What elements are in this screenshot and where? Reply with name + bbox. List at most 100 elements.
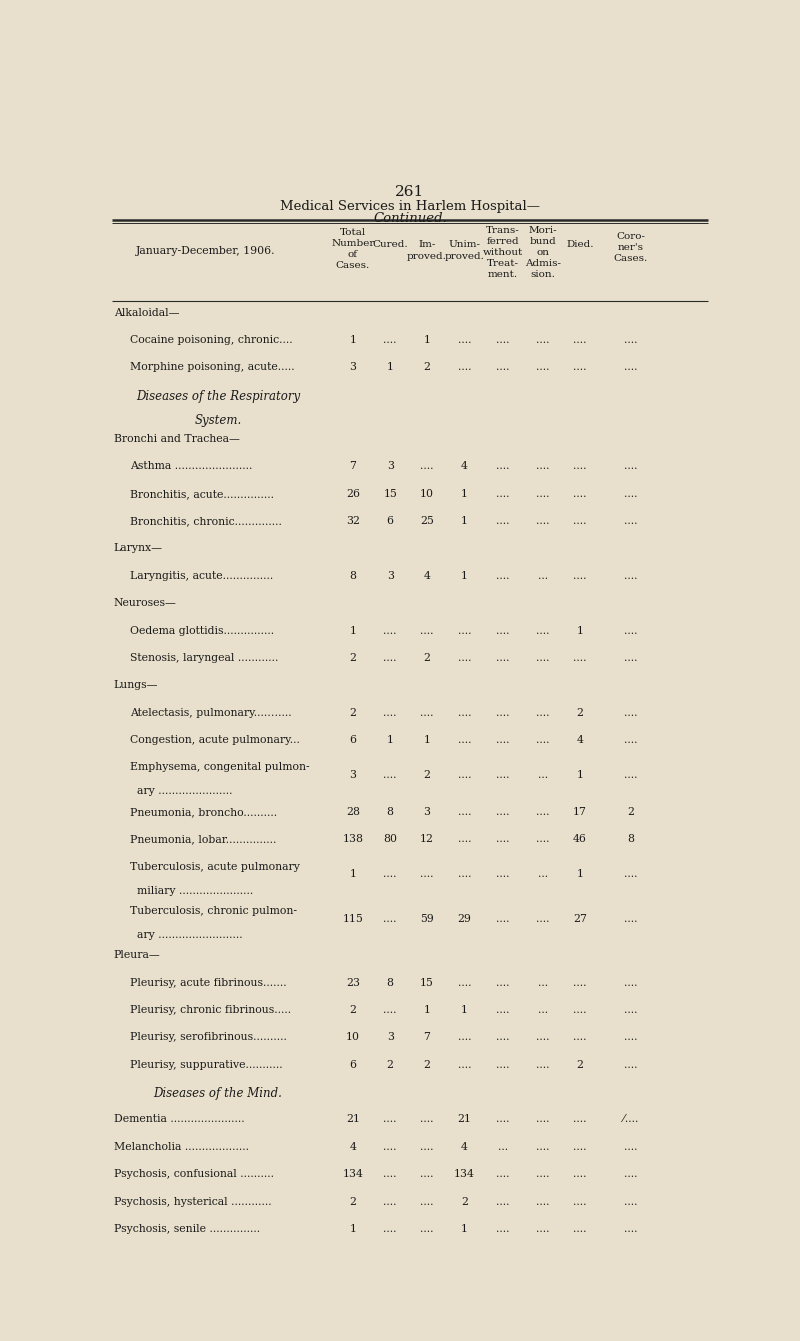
Text: ....: ....: [383, 1004, 397, 1015]
Text: ....: ....: [573, 362, 586, 373]
Text: ....: ....: [624, 1196, 638, 1207]
Text: ....: ....: [496, 1114, 510, 1125]
Text: ....: ....: [624, 1141, 638, 1152]
Text: Melancholia ...................: Melancholia ...................: [114, 1141, 249, 1152]
Text: ....: ....: [536, 1114, 550, 1125]
Text: ....: ....: [536, 516, 550, 526]
Text: ....: ....: [536, 625, 550, 636]
Text: 134: 134: [342, 1169, 363, 1179]
Text: ....: ....: [383, 1224, 397, 1234]
Text: miliary ......................: miliary ......................: [138, 885, 254, 896]
Text: Laryngitis, acute...............: Laryngitis, acute...............: [130, 571, 273, 581]
Text: 2: 2: [576, 1059, 583, 1070]
Text: 3: 3: [386, 571, 394, 581]
Text: 1: 1: [386, 362, 394, 373]
Text: ....: ....: [458, 335, 471, 345]
Text: ....: ....: [573, 1196, 586, 1207]
Text: 32: 32: [346, 516, 360, 526]
Text: ....: ....: [573, 1224, 586, 1234]
Text: Larynx—: Larynx—: [114, 543, 162, 554]
Text: ....: ....: [536, 1196, 550, 1207]
Text: Pleurisy, acute fibrinous.......: Pleurisy, acute fibrinous.......: [130, 978, 286, 988]
Text: Died.: Died.: [566, 240, 594, 249]
Text: ...: ...: [538, 1004, 548, 1015]
Text: ....: ....: [573, 335, 586, 345]
Text: Pneumonia, broncho..........: Pneumonia, broncho..........: [130, 807, 277, 817]
Text: ....: ....: [496, 1059, 510, 1070]
Text: 1: 1: [350, 869, 357, 880]
Text: 2: 2: [423, 1059, 430, 1070]
Text: Cured.: Cured.: [372, 240, 408, 249]
Text: Bronchitis, chronic..............: Bronchitis, chronic..............: [130, 516, 282, 526]
Text: ....: ....: [458, 362, 471, 373]
Text: ...: ...: [538, 571, 548, 581]
Text: ....: ....: [624, 708, 638, 717]
Text: ....: ....: [536, 1141, 550, 1152]
Text: Diseases of the Mind.: Diseases of the Mind.: [154, 1088, 282, 1100]
Text: ...: ...: [538, 770, 548, 780]
Text: 1: 1: [461, 1004, 468, 1015]
Text: 1: 1: [461, 1224, 468, 1234]
Text: ....: ....: [458, 834, 471, 843]
Text: ....: ....: [573, 461, 586, 472]
Text: ....: ....: [496, 1196, 510, 1207]
Text: ....: ....: [573, 1114, 586, 1125]
Text: ary ......................: ary ......................: [138, 786, 233, 797]
Text: ....: ....: [536, 461, 550, 472]
Text: Unim-
proved.: Unim- proved.: [445, 240, 485, 260]
Text: 3: 3: [386, 461, 394, 472]
Text: Neuroses—: Neuroses—: [114, 598, 177, 609]
Text: ....: ....: [624, 770, 638, 780]
Text: 10: 10: [420, 488, 434, 499]
Text: ....: ....: [496, 362, 510, 373]
Text: Stenosis, laryngeal ............: Stenosis, laryngeal ............: [130, 653, 278, 662]
Text: ....: ....: [496, 653, 510, 662]
Text: ....: ....: [536, 488, 550, 499]
Text: Mori-
bund
on
Admis-
sion.: Mori- bund on Admis- sion.: [525, 227, 561, 279]
Text: 21: 21: [458, 1114, 471, 1125]
Text: ....: ....: [624, 461, 638, 472]
Text: 138: 138: [342, 834, 363, 843]
Text: 3: 3: [350, 770, 357, 780]
Text: Psychosis, senile ...............: Psychosis, senile ...............: [114, 1224, 260, 1234]
Text: ....: ....: [624, 335, 638, 345]
Text: January-December, 1906.: January-December, 1906.: [136, 247, 275, 256]
Text: ....: ....: [496, 461, 510, 472]
Text: Psychosis, confusional ..........: Psychosis, confusional ..........: [114, 1169, 274, 1179]
Text: ....: ....: [536, 1059, 550, 1070]
Text: 1: 1: [461, 516, 468, 526]
Text: ...: ...: [538, 869, 548, 880]
Text: ....: ....: [496, 913, 510, 924]
Text: Morphine poisoning, acute.....: Morphine poisoning, acute.....: [130, 362, 294, 373]
Text: 1: 1: [461, 488, 468, 499]
Text: ....: ....: [536, 708, 550, 717]
Text: Pleura—: Pleura—: [114, 951, 160, 960]
Text: ....: ....: [383, 708, 397, 717]
Text: ....: ....: [496, 807, 510, 817]
Text: ....: ....: [383, 1169, 397, 1179]
Text: Psychosis, hysterical ............: Psychosis, hysterical ............: [114, 1196, 271, 1207]
Text: Tuberculosis, chronic pulmon-: Tuberculosis, chronic pulmon-: [130, 907, 297, 916]
Text: ....: ....: [496, 516, 510, 526]
Text: 1: 1: [461, 571, 468, 581]
Text: 8: 8: [627, 834, 634, 843]
Text: ....: ....: [624, 625, 638, 636]
Text: 4: 4: [461, 461, 468, 472]
Text: 28: 28: [346, 807, 360, 817]
Text: 2: 2: [386, 1059, 394, 1070]
Text: ....: ....: [458, 1033, 471, 1042]
Text: Total
Number
of
Cases.: Total Number of Cases.: [331, 228, 374, 271]
Text: Diseases of the Respiratory: Diseases of the Respiratory: [136, 390, 300, 402]
Text: 1: 1: [423, 335, 430, 345]
Text: Coro-
ner's
Cases.: Coro- ner's Cases.: [614, 232, 648, 263]
Text: ....: ....: [458, 625, 471, 636]
Text: ....: ....: [573, 488, 586, 499]
Text: ....: ....: [383, 869, 397, 880]
Text: ...: ...: [538, 978, 548, 988]
Text: 2: 2: [423, 770, 430, 780]
Text: 46: 46: [573, 834, 587, 843]
Text: ....: ....: [624, 653, 638, 662]
Text: 25: 25: [420, 516, 434, 526]
Text: 10: 10: [346, 1033, 360, 1042]
Text: ....: ....: [458, 869, 471, 880]
